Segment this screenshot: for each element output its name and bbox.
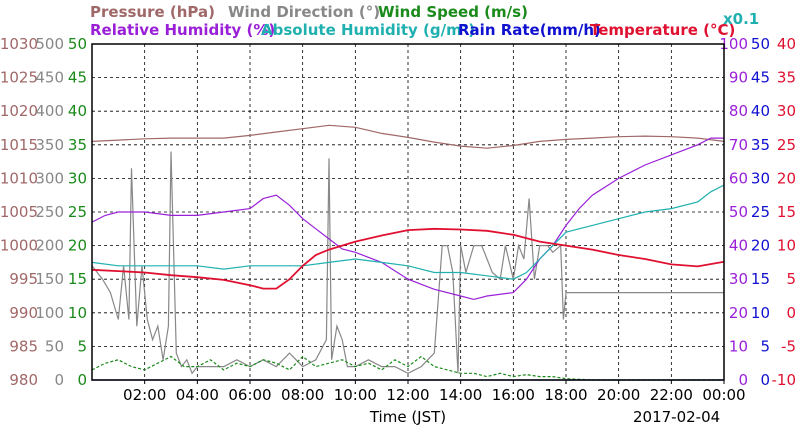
y-tick-label-wind-direction: 150 [35,270,64,288]
y-tick-label-humidity: 70 [729,136,748,154]
axis-ticks: 02:00 04:00 06:00 08:00 10:00 12:00 14:00 16:00… [0,35,796,404]
y-tick-label-rain-rate: 5 [760,337,770,355]
legend-rain-rate: Rain Rate(mm/h) [458,21,601,39]
y-tick-label-temperature: 40 [777,35,796,53]
y-tick-label-wind-direction: 300 [35,169,64,187]
date-label: 2017-02-04 [633,408,720,426]
y-tick-label-rain-rate: 35 [751,136,770,154]
x-tick-label: 10:00 [334,386,377,404]
y-tick-label-rain-rate: 15 [751,270,770,288]
legend-relative-humidity: Relative Humidity (%) [90,21,275,39]
y-tick-label-wind-speed: 25 [68,203,87,221]
y-tick-label-wind-direction: 350 [35,136,64,154]
legend-temperature: Temperature (°C) [590,21,735,39]
y-tick-label-pressure: 1030 [0,35,38,53]
series-lines [91,124,725,381]
y-tick-label-humidity: 20 [729,304,748,322]
x-tick-label: 16:00 [492,386,535,404]
y-tick-label-wind-direction: 0 [54,371,64,389]
x-tick-label: 18:00 [544,386,587,404]
y-tick-label-wind-speed: 30 [68,169,87,187]
y-tick-label-wind-speed: 5 [77,337,87,355]
y-tick-label-pressure: 1015 [0,136,38,154]
y-tick-label-rain-rate: 40 [751,102,770,120]
series-line-wind-direction [91,151,724,375]
y-tick-label-temperature: 15 [777,203,796,221]
series-line-temperature-c [91,227,725,290]
y-tick-label-wind-direction: 400 [35,102,64,120]
x-axis-label: Time (JST) [369,408,446,426]
y-tick-label-wind-speed: 35 [68,136,87,154]
legend-pressure: Pressure (hPa) [90,3,215,21]
y-tick-label-temperature: 0 [786,304,796,322]
y-tick-label-pressure: 1005 [0,203,38,221]
y-tick-label-rain-rate: 20 [751,237,770,255]
y-tick-label-pressure: 1000 [0,237,38,255]
legend-scale-note: x0.1 [723,10,759,28]
grid [92,44,724,380]
x-tick-label: 20:00 [597,386,640,404]
y-tick-label-temperature: 25 [777,136,796,154]
legend-wind-direction: Wind Direction (°) [228,3,380,21]
y-tick-label-rain-rate: 45 [751,69,770,87]
y-tick-label-pressure: 1020 [0,102,38,120]
y-tick-label-humidity: 100 [719,35,748,53]
x-tick-label: 22:00 [650,386,693,404]
y-tick-label-rain-rate: 50 [751,35,770,53]
y-tick-label-wind-speed: 10 [68,304,87,322]
y-tick-label-rain-rate: 0 [760,371,770,389]
series-line-absolute-humidity-g-m [91,184,725,280]
y-tick-label-wind-direction: 50 [45,337,64,355]
y-tick-label-humidity: 80 [729,102,748,120]
y-tick-label-humidity: 30 [729,270,748,288]
legend-wind-speed: Wind Speed (m/s) [378,3,528,21]
y-tick-label-humidity: 10 [729,337,748,355]
y-tick-label-humidity: 90 [729,69,748,87]
series-line-wind-speed-m-s [91,355,724,381]
y-tick-label-wind-speed: 0 [77,371,87,389]
y-tick-label-temperature: 20 [777,169,796,187]
y-tick-label-humidity: 40 [729,237,748,255]
y-tick-label-rain-rate: 30 [751,169,770,187]
x-tick-label: 12:00 [386,386,429,404]
y-tick-label-temperature: 30 [777,102,796,120]
series-line-relative-humidity [91,137,724,301]
x-tick-label: 02:00 [123,386,166,404]
y-tick-label-wind-speed: 45 [68,69,87,87]
x-tick-label: 14:00 [439,386,482,404]
y-tick-label-temperature: 5 [786,270,796,288]
y-tick-label-wind-direction: 200 [35,237,64,255]
x-tick-label: 06:00 [228,386,271,404]
y-tick-label-temperature: 35 [777,69,796,87]
y-tick-label-wind-direction: 500 [35,35,64,53]
y-tick-label-temperature: -10 [772,371,797,389]
plot-frame [91,43,725,381]
series-line-pressure-hpa [91,124,725,149]
y-tick-label-pressure: 985 [9,337,38,355]
legend-absolute-humidity: Absolute Humidity (g/m³) [261,21,475,39]
y-tick-label-wind-direction: 250 [35,203,64,221]
y-tick-label-wind-direction: 450 [35,69,64,87]
x-tick-label: 04:00 [176,386,219,404]
y-tick-label-wind-speed: 40 [68,102,87,120]
y-tick-label-pressure: 1010 [0,169,38,187]
y-tick-label-wind-speed: 15 [68,270,87,288]
y-tick-label-pressure: 990 [9,304,38,322]
y-tick-label-humidity: 50 [729,203,748,221]
y-tick-label-pressure: 995 [9,270,38,288]
y-tick-label-wind-direction: 100 [35,304,64,322]
y-tick-label-temperature: 10 [777,237,796,255]
y-tick-label-humidity: 60 [729,169,748,187]
y-tick-label-pressure: 1025 [0,69,38,87]
y-tick-label-humidity: 0 [738,371,748,389]
y-tick-label-rain-rate: 25 [751,203,770,221]
x-tick-label: 08:00 [281,386,324,404]
y-tick-label-rain-rate: 10 [751,304,770,322]
y-tick-label-pressure: 980 [9,371,38,389]
x-tick-label: 00:00 [702,386,745,404]
y-tick-label-wind-speed: 50 [68,35,87,53]
y-tick-label-wind-speed: 20 [68,237,87,255]
y-tick-label-temperature: -5 [781,337,796,355]
